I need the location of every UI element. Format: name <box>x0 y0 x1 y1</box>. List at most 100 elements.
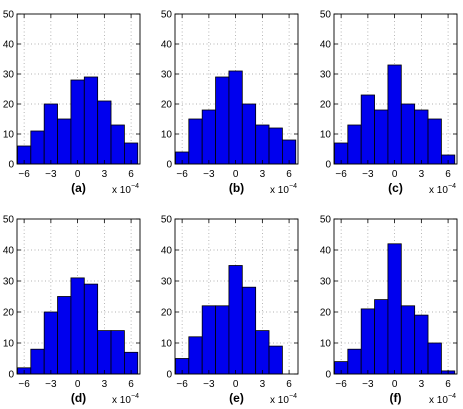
x-scale-label: x 10 <box>112 185 131 196</box>
x-tick-label: 3 <box>102 379 108 390</box>
histogram-bar <box>427 118 442 165</box>
panel-label: (a) <box>71 181 86 195</box>
x-tick-label: −3 <box>362 169 374 180</box>
axes-box <box>333 13 458 165</box>
axes-box <box>333 218 458 375</box>
y-tick-label: 30 <box>161 277 173 288</box>
histogram-bar <box>30 130 45 165</box>
x-scale-label: x 10 <box>270 395 289 406</box>
y-tick-label: 40 <box>161 246 173 257</box>
x-tick-label: −3 <box>45 169 57 180</box>
axes-box <box>16 13 141 165</box>
axes-box <box>174 13 299 165</box>
x-tick-label: 6 <box>445 379 451 390</box>
histogram-bar <box>228 70 243 165</box>
y-tick-label: 0 <box>325 160 331 171</box>
histogram-bar <box>387 243 402 375</box>
panel-label: (f) <box>390 391 402 405</box>
histogram-bar <box>241 103 257 165</box>
histogram-bar <box>70 277 85 375</box>
x-tick-label: −6 <box>335 379 347 390</box>
x-tick-label: 6 <box>286 379 292 390</box>
y-tick-label: 20 <box>3 100 15 111</box>
x-tick-label: 3 <box>419 379 425 390</box>
histogram-bar <box>268 127 283 165</box>
histogram-bar <box>374 109 389 165</box>
histogram-bar <box>255 330 270 375</box>
x-scale-label: x 10 <box>270 185 289 196</box>
histogram-bar <box>387 64 402 165</box>
y-tick-label: 50 <box>161 10 173 21</box>
y-tick-label: 40 <box>320 246 332 257</box>
y-tick-label: 10 <box>3 339 15 350</box>
y-tick-label: 40 <box>161 40 173 51</box>
x-tick-label: −3 <box>203 169 215 180</box>
y-tick-label: 40 <box>3 246 15 257</box>
x-tick-label: 3 <box>260 169 266 180</box>
histogram-bar <box>241 286 257 375</box>
x-tick-label: 6 <box>128 379 134 390</box>
histogram-panel-1: 0 10 20 30 40 50 −6 −3 0 3 6 (a) x 10 −4 <box>3 10 141 196</box>
histogram-bar <box>347 124 362 165</box>
y-tick-label: 50 <box>3 10 15 21</box>
y-tick-label: 50 <box>320 10 332 21</box>
x-tick-label: −3 <box>45 379 57 390</box>
x-tick-label: −6 <box>176 379 188 390</box>
x-scale-label: x 10 <box>429 185 448 196</box>
histogram-bar <box>110 330 125 375</box>
y-tick-label: 10 <box>320 339 332 350</box>
x-scale-exponent: −4 <box>289 393 297 400</box>
histogram-bar <box>347 348 362 375</box>
histogram-bar <box>110 124 125 165</box>
x-scale-exponent: −4 <box>289 183 297 190</box>
histogram-bar <box>201 305 216 375</box>
panel-label: (d) <box>71 391 86 405</box>
x-tick-label: −6 <box>176 169 188 180</box>
histogram-bar <box>400 103 416 165</box>
x-tick-label: −6 <box>335 169 347 180</box>
y-tick-label: 0 <box>166 370 172 381</box>
y-tick-label: 0 <box>8 160 14 171</box>
histogram-bar <box>360 94 375 165</box>
x-tick-label: 0 <box>233 379 239 390</box>
y-tick-label: 30 <box>320 70 332 81</box>
x-tick-label: −3 <box>362 379 374 390</box>
y-tick-label: 10 <box>3 130 15 141</box>
y-tick-label: 30 <box>161 70 173 81</box>
histogram-bar <box>188 118 203 165</box>
histogram-bar <box>414 109 429 165</box>
x-tick-label: 3 <box>419 169 425 180</box>
y-tick-label: 0 <box>166 160 172 171</box>
histogram-panel-4: 0 10 20 30 40 50 −6 −3 0 3 6 (d) x 10 −4 <box>3 215 141 406</box>
x-tick-label: 3 <box>102 169 108 180</box>
histogram-bar <box>43 103 58 165</box>
histogram-bar <box>228 265 243 375</box>
y-tick-label: 20 <box>3 308 15 319</box>
panel-label: (b) <box>229 181 244 195</box>
x-tick-label: 0 <box>233 169 239 180</box>
panel-label: (c) <box>388 181 403 195</box>
x-scale-exponent: −4 <box>131 393 139 400</box>
y-tick-label: 20 <box>320 100 332 111</box>
x-scale-exponent: −4 <box>448 393 456 400</box>
x-tick-label: −6 <box>18 169 30 180</box>
histogram-bar <box>30 348 45 375</box>
x-tick-label: 0 <box>75 169 81 180</box>
x-tick-label: 6 <box>286 169 292 180</box>
histogram-bar <box>400 305 416 375</box>
y-tick-label: 50 <box>320 215 332 226</box>
histogram-bar <box>97 330 112 375</box>
y-tick-label: 20 <box>320 308 332 319</box>
y-tick-label: 40 <box>320 40 332 51</box>
histogram-panel-5: 0 10 20 30 40 50 −6 −3 0 3 6 (e) x 10 −4 <box>161 215 299 406</box>
histogram-bar <box>83 76 99 165</box>
x-tick-label: 6 <box>445 169 451 180</box>
axes-box <box>16 218 141 375</box>
histogram-bar <box>374 299 389 375</box>
histogram-bar <box>57 296 72 375</box>
histogram-bar <box>43 311 58 375</box>
y-tick-label: 30 <box>3 70 15 81</box>
x-tick-label: −6 <box>18 379 30 390</box>
x-tick-label: 0 <box>75 379 81 390</box>
